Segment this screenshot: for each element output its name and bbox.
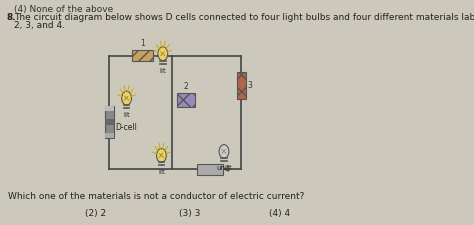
Text: 4: 4 [225,165,229,174]
Bar [132,50,153,61]
Circle shape [219,145,229,158]
Text: lit: lit [159,68,166,74]
Bar [177,93,195,107]
Text: (2) 2: (2) 2 [85,209,106,218]
Bar [105,133,114,138]
Text: 2: 2 [183,82,188,91]
Text: (4) None of the above: (4) None of the above [14,5,113,14]
Text: 8.: 8. [7,13,17,22]
Text: 3: 3 [247,81,252,90]
Bar [105,106,114,111]
Text: lit: lit [158,169,165,175]
Text: The circuit diagram below shows D cells connected to four light bulbs and four d: The circuit diagram below shows D cells … [14,13,474,22]
Text: lit: lit [123,112,130,118]
Text: unlit: unlit [216,165,232,171]
Text: Which one of the materials is not a conductor of electric current?: Which one of the materials is not a cond… [9,192,305,201]
Text: 1: 1 [140,39,145,48]
Bar [105,106,114,138]
Bar [105,119,114,125]
Text: 2, 3, and 4.: 2, 3, and 4. [14,21,65,30]
Circle shape [122,91,131,105]
Bar [197,164,223,175]
Circle shape [158,47,168,61]
Text: D-cell: D-cell [115,123,137,132]
Text: (3) 3: (3) 3 [179,209,200,218]
Text: (4) 4: (4) 4 [269,209,291,218]
Bar [237,72,246,99]
Circle shape [156,148,166,162]
